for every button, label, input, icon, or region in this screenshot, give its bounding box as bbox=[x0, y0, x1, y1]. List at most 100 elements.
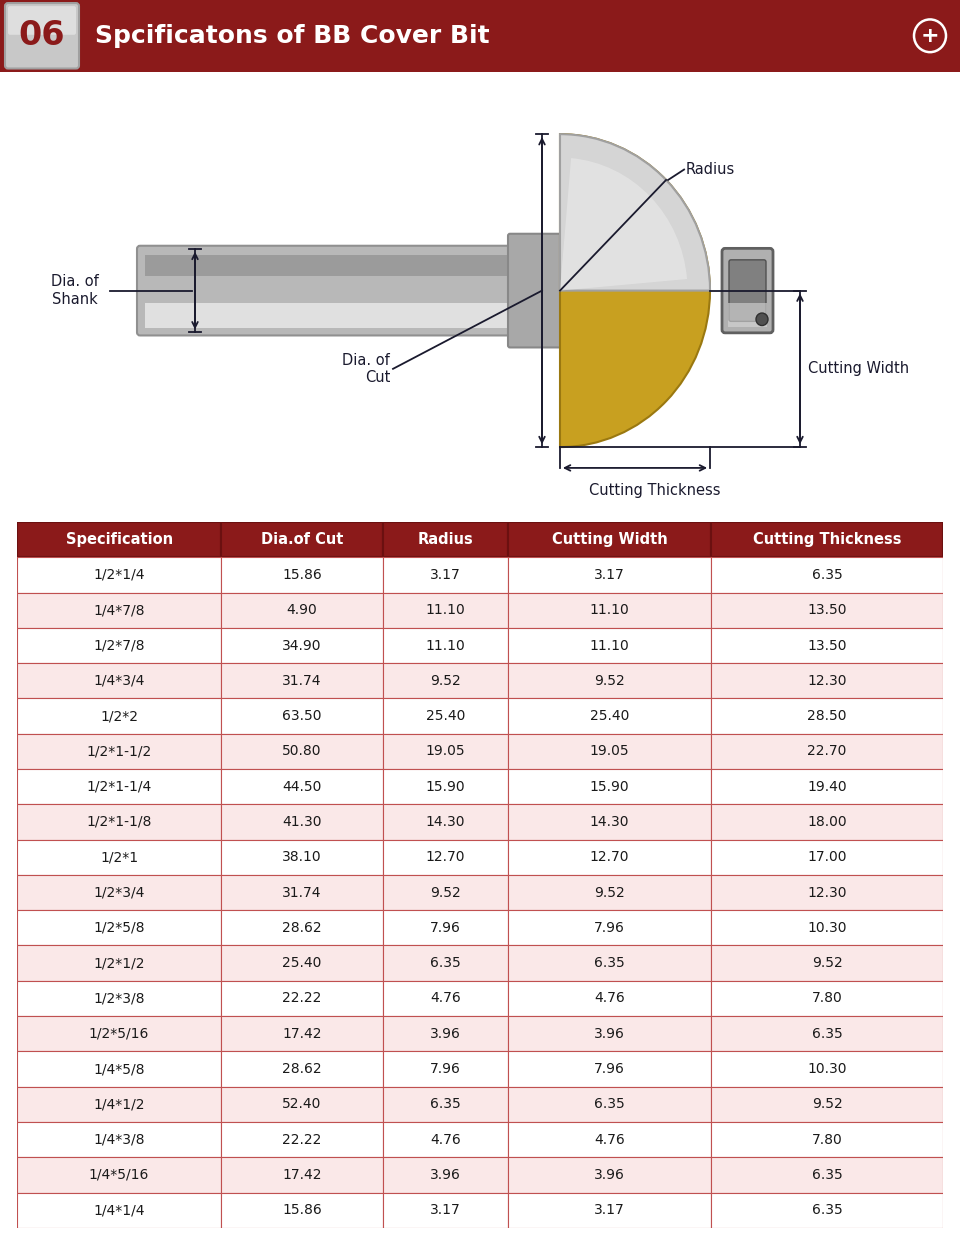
Bar bbox=[711, 1157, 943, 1192]
Text: 4.90: 4.90 bbox=[286, 603, 317, 617]
Bar bbox=[17, 911, 221, 945]
Bar bbox=[221, 875, 383, 911]
Text: 6.35: 6.35 bbox=[430, 1097, 461, 1112]
Text: 22.22: 22.22 bbox=[282, 991, 322, 1006]
Bar bbox=[711, 558, 943, 592]
Bar bbox=[383, 1087, 508, 1122]
Text: 1/2*7/8: 1/2*7/8 bbox=[93, 638, 145, 653]
Bar bbox=[711, 522, 943, 558]
Bar bbox=[508, 734, 711, 769]
Text: 14.30: 14.30 bbox=[425, 814, 465, 829]
Bar bbox=[383, 981, 508, 1016]
Text: 1/4*5/16: 1/4*5/16 bbox=[89, 1167, 149, 1182]
Bar bbox=[711, 911, 943, 945]
Bar bbox=[711, 945, 943, 981]
Text: 1/4*3/8: 1/4*3/8 bbox=[93, 1133, 145, 1146]
Text: 1/2*1: 1/2*1 bbox=[100, 850, 138, 864]
Bar bbox=[383, 558, 508, 592]
Bar bbox=[221, 945, 383, 981]
Bar bbox=[383, 1192, 508, 1228]
Text: 7.96: 7.96 bbox=[594, 1062, 625, 1076]
Text: 1/2*3/4: 1/2*3/4 bbox=[93, 886, 145, 900]
Bar bbox=[221, 1192, 383, 1228]
Text: 3.17: 3.17 bbox=[430, 568, 461, 582]
Bar bbox=[383, 1016, 508, 1051]
Bar bbox=[711, 592, 943, 628]
Bar bbox=[383, 663, 508, 698]
Wedge shape bbox=[560, 135, 710, 291]
Bar bbox=[221, 522, 383, 558]
Bar bbox=[383, 945, 508, 981]
Bar bbox=[17, 734, 221, 769]
Wedge shape bbox=[560, 135, 710, 447]
Text: 1/4*7/8: 1/4*7/8 bbox=[93, 603, 145, 617]
Text: Cutting Width: Cutting Width bbox=[808, 362, 909, 376]
Text: 1/4*1/4: 1/4*1/4 bbox=[93, 1203, 145, 1217]
Bar bbox=[17, 981, 221, 1016]
Text: 25.40: 25.40 bbox=[282, 956, 322, 970]
Text: 4.76: 4.76 bbox=[430, 991, 461, 1006]
Text: 12.70: 12.70 bbox=[425, 850, 465, 864]
Wedge shape bbox=[560, 158, 687, 291]
Bar bbox=[17, 663, 221, 698]
Bar bbox=[508, 1122, 711, 1157]
Bar bbox=[221, 1157, 383, 1192]
Text: 9.52: 9.52 bbox=[594, 674, 625, 687]
Text: 12.70: 12.70 bbox=[589, 850, 630, 864]
Text: 9.52: 9.52 bbox=[594, 886, 625, 900]
Text: 17.42: 17.42 bbox=[282, 1027, 322, 1040]
Bar bbox=[711, 1016, 943, 1051]
Bar bbox=[508, 592, 711, 628]
Bar bbox=[711, 1122, 943, 1157]
Text: 7.80: 7.80 bbox=[811, 1133, 843, 1146]
Bar bbox=[711, 839, 943, 875]
Bar bbox=[711, 875, 943, 911]
Text: Dia. of
Shank: Dia. of Shank bbox=[51, 274, 99, 307]
Text: 3.96: 3.96 bbox=[594, 1167, 625, 1182]
FancyBboxPatch shape bbox=[137, 246, 533, 336]
Text: 6.35: 6.35 bbox=[811, 568, 843, 582]
Text: 15.86: 15.86 bbox=[282, 568, 322, 582]
Text: 6.35: 6.35 bbox=[811, 1027, 843, 1040]
Text: 3.17: 3.17 bbox=[430, 1203, 461, 1217]
Bar bbox=[17, 839, 221, 875]
Text: Spcificatons of BB Cover Bit: Spcificatons of BB Cover Bit bbox=[95, 23, 490, 48]
Bar bbox=[711, 663, 943, 698]
Text: Cutting Thickness: Cutting Thickness bbox=[589, 484, 721, 499]
Bar bbox=[508, 1016, 711, 1051]
Text: 41.30: 41.30 bbox=[282, 814, 322, 829]
Text: 7.96: 7.96 bbox=[594, 921, 625, 935]
Text: 9.52: 9.52 bbox=[430, 674, 461, 687]
Bar bbox=[711, 628, 943, 663]
Text: 19.05: 19.05 bbox=[589, 744, 630, 759]
Text: 34.90: 34.90 bbox=[282, 638, 322, 653]
Text: 4.76: 4.76 bbox=[594, 991, 625, 1006]
Bar bbox=[17, 1087, 221, 1122]
Text: 14.30: 14.30 bbox=[589, 814, 630, 829]
Text: 1/2*5/16: 1/2*5/16 bbox=[89, 1027, 149, 1040]
Bar bbox=[221, 558, 383, 592]
Bar bbox=[383, 911, 508, 945]
Bar bbox=[17, 875, 221, 911]
Bar bbox=[221, 839, 383, 875]
Text: 6.35: 6.35 bbox=[811, 1167, 843, 1182]
Bar bbox=[508, 1192, 711, 1228]
Text: 13.50: 13.50 bbox=[807, 603, 847, 617]
Text: 6.35: 6.35 bbox=[594, 1097, 625, 1112]
Text: 6.35: 6.35 bbox=[811, 1203, 843, 1217]
Circle shape bbox=[756, 313, 768, 326]
Bar bbox=[221, 1122, 383, 1157]
Text: 6.35: 6.35 bbox=[430, 956, 461, 970]
Bar bbox=[711, 805, 943, 839]
Bar bbox=[145, 304, 525, 328]
Bar bbox=[145, 254, 525, 275]
Bar bbox=[17, 769, 221, 805]
Bar bbox=[221, 592, 383, 628]
Bar bbox=[383, 805, 508, 839]
Bar bbox=[508, 1051, 711, 1087]
Text: Dia. of
Cut: Dia. of Cut bbox=[343, 353, 390, 385]
Text: 1/2*2: 1/2*2 bbox=[100, 710, 138, 723]
Text: 3.96: 3.96 bbox=[594, 1027, 625, 1040]
Bar bbox=[383, 1051, 508, 1087]
Text: 4.76: 4.76 bbox=[594, 1133, 625, 1146]
